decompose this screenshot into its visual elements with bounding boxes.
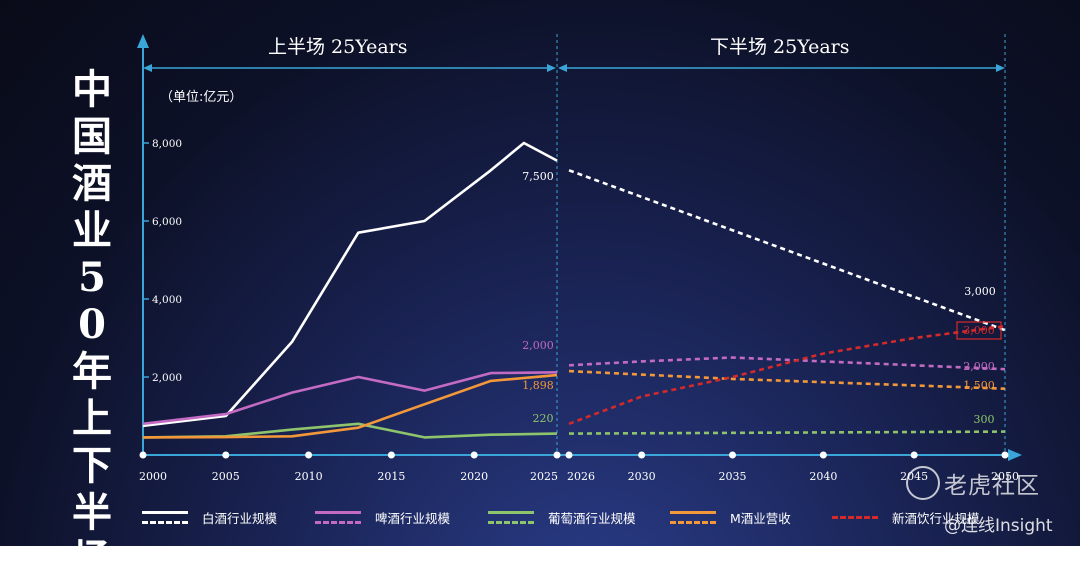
second-half-label: 下半场 25Years xyxy=(710,36,850,58)
watermark-brand: 老虎社区 xyxy=(944,473,1040,499)
data-label: 220 xyxy=(533,412,554,425)
span-arrow-icon xyxy=(558,64,567,72)
x-tick-dot xyxy=(553,451,561,459)
data-label: 7,500 xyxy=(522,170,554,183)
x-tick-dot xyxy=(1001,451,1009,459)
x-tick-dot xyxy=(565,451,573,459)
x-tick-dot xyxy=(305,451,313,459)
y-axis-arrow-icon xyxy=(137,34,149,48)
span-arrow-icon xyxy=(996,64,1005,72)
x-tick-label: 2035 xyxy=(719,470,747,483)
x-tick-label: 2010 xyxy=(295,470,323,483)
unit-label: （单位:亿元） xyxy=(160,90,243,105)
legend-item-new-drinks: 新酒饮行业规模 xyxy=(832,508,980,527)
legend-label: 新酒饮行业规模 xyxy=(892,511,980,526)
forecast-line-m-revenue xyxy=(568,369,1006,390)
x-tick-dot xyxy=(729,451,736,459)
x-axis-arrow-icon xyxy=(1008,449,1022,461)
legend-label: 白酒行业规模 xyxy=(202,511,278,526)
legend-label: 葡萄酒行业规模 xyxy=(548,511,636,526)
x-tick-label: 2050 xyxy=(991,470,1019,483)
forecast-line-beer xyxy=(568,356,1006,371)
legend-item-wine: 葡萄酒行业规模 xyxy=(488,508,636,527)
end-label: 3,000 xyxy=(964,285,996,298)
x-tick-dot xyxy=(139,451,147,459)
series-line-wine xyxy=(142,422,558,439)
y-tick-label: 2,000 xyxy=(152,372,182,384)
end-label: 2,000 xyxy=(963,360,995,373)
span-arrow-icon xyxy=(143,64,152,72)
x-tick-label: 2025 xyxy=(530,470,558,483)
forecast-line-baijiu xyxy=(568,169,1006,332)
y-tick-label: 4,000 xyxy=(152,294,182,306)
x-tick-dot xyxy=(387,451,395,459)
x-tick-label: 2030 xyxy=(628,470,656,483)
x-tick-label: 2026 xyxy=(567,470,595,483)
x-tick-label: 2005 xyxy=(212,470,240,483)
end-label: 3,000 xyxy=(963,324,995,337)
forecast-line-new-drinks xyxy=(568,325,1006,426)
x-tick-dot xyxy=(910,451,918,459)
x-tick-dot xyxy=(638,451,646,459)
x-tick-label: 2015 xyxy=(377,470,405,483)
span-arrow-icon xyxy=(547,64,556,72)
chart-stage: 8,000 6,000 4,000 2,000 2000 2005 2010 2015 2020… xyxy=(0,0,1080,546)
x-tick-dot xyxy=(819,451,827,459)
tiger-logo-icon xyxy=(906,466,940,500)
chart-title: 中国酒业50年上下半场 xyxy=(72,66,112,583)
series-line-baijiu xyxy=(142,141,558,428)
forecast-line-wine xyxy=(568,430,1006,435)
legend-item-beer: 啤酒行业规模 xyxy=(315,508,450,527)
data-label: 1,898 xyxy=(522,379,554,392)
y-tick-label: 8,000 xyxy=(152,138,182,150)
x-tick-dot xyxy=(222,451,230,459)
legend-label: 啤酒行业规模 xyxy=(375,511,451,526)
x-tick-label: 2040 xyxy=(809,470,837,483)
watermark-handle: @连线Insight xyxy=(944,516,1053,536)
chart-svg: 8,000 6,000 4,000 2,000 2000 2005 2010 2015 2020… xyxy=(137,34,1022,483)
legend-label: M酒业营收 xyxy=(730,511,791,526)
series-line-m-revenue xyxy=(142,373,558,439)
highlight-box xyxy=(956,321,1002,340)
x-tick-label: 2020 xyxy=(460,470,488,483)
end-label: 300 xyxy=(974,413,995,426)
legend-item-m-revenue: M酒业营收 xyxy=(670,508,791,527)
x-tick-dot xyxy=(470,451,478,459)
end-label: 1,500 xyxy=(963,379,995,392)
first-half-label: 上半场 25Years xyxy=(268,36,408,58)
legend-item-baijiu: 白酒行业规模 xyxy=(142,508,277,527)
y-tick-label: 6,000 xyxy=(152,216,182,228)
data-label: 2,000 xyxy=(522,339,554,352)
x-tick-label: 2000 xyxy=(139,470,167,483)
series-line-beer xyxy=(142,371,558,426)
